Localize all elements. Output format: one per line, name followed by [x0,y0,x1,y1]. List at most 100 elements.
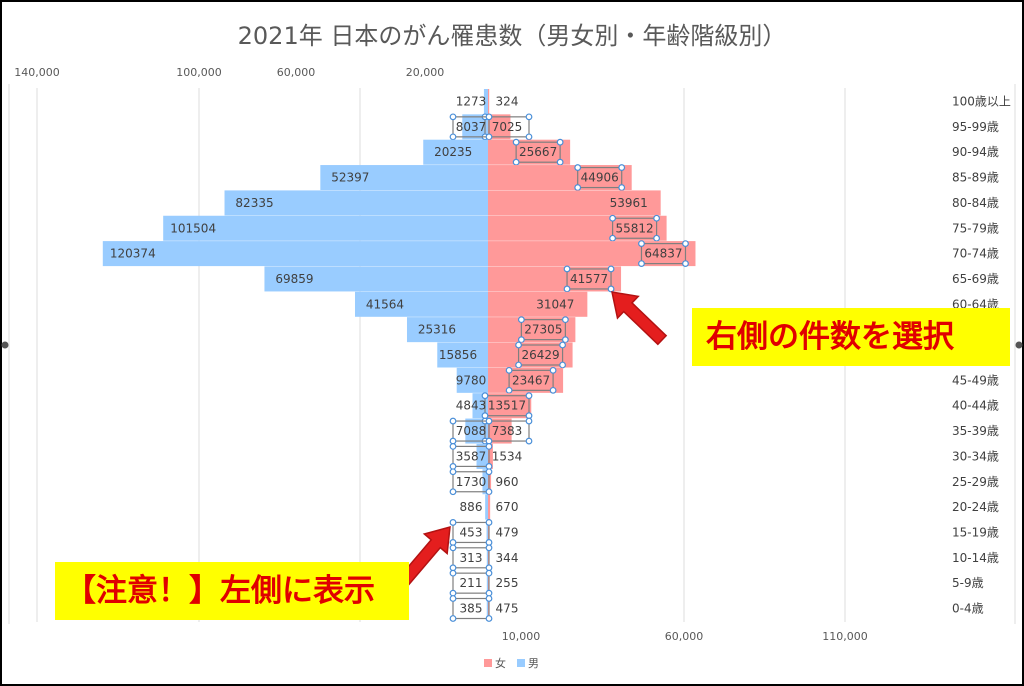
label-selection-handle[interactable] [517,336,525,344]
label-selection-handle[interactable] [485,595,493,602]
label-selection-handle[interactable] [682,240,689,248]
selected-label-box[interactable] [452,445,490,467]
male-bar[interactable] [485,494,488,520]
selected-label-box[interactable] [484,420,530,442]
male-bar[interactable] [476,443,488,469]
label-selection-handle[interactable] [481,392,489,400]
label-selection-handle[interactable] [559,361,566,369]
label-selection-handle[interactable] [485,468,493,476]
label-selection-handle[interactable] [609,214,616,222]
label-selection-handle[interactable] [505,386,513,394]
male-bar[interactable] [406,317,488,343]
female-bar[interactable] [488,418,512,444]
selected-label-box[interactable] [515,141,561,163]
label-selection-handle[interactable] [549,366,557,374]
female-bar[interactable] [488,317,576,343]
label-selection-handle[interactable] [449,468,457,476]
male-bar[interactable] [486,545,488,571]
label-selection-handle[interactable] [517,316,525,324]
male-bar[interactable] [483,89,488,114]
selected-label-box[interactable] [484,395,530,417]
female-bar[interactable] [488,266,622,292]
male-bar[interactable] [486,519,488,545]
label-selection-handle[interactable] [561,316,569,324]
female-bar[interactable] [488,89,490,114]
male-bar[interactable] [486,570,488,596]
label-selection-handle[interactable] [609,234,616,242]
label-selection-handle[interactable] [618,184,626,191]
label-selection-handle[interactable] [607,265,615,273]
male-bar[interactable] [163,215,488,241]
chart-resize-handle[interactable] [1015,341,1023,349]
label-selection-handle[interactable] [561,336,569,344]
label-selection-handle[interactable] [574,164,582,171]
label-selection-handle[interactable] [449,615,457,622]
female-bar[interactable] [488,393,532,419]
selected-label-box[interactable] [452,572,490,594]
label-selection-handle[interactable] [638,240,645,248]
label-selection-handle[interactable] [485,615,493,622]
male-bar[interactable] [456,367,488,393]
label-selection-handle[interactable] [563,265,571,273]
label-selection-handle[interactable] [485,569,493,577]
female-bar[interactable] [488,139,571,165]
label-selection-handle[interactable] [525,392,533,400]
male-bar[interactable] [320,165,488,191]
female-bar[interactable] [488,443,493,469]
selected-label-box[interactable] [452,547,490,569]
label-selection-handle[interactable] [485,133,493,141]
label-selection-handle[interactable] [525,417,533,425]
label-selection-handle[interactable] [653,214,660,222]
male-bar[interactable] [423,139,488,165]
label-selection-handle[interactable] [449,595,457,602]
female-bar[interactable] [488,114,511,140]
label-selection-handle[interactable] [618,164,626,171]
label-selection-handle[interactable] [563,285,571,293]
label-selection-handle[interactable] [559,341,566,349]
selected-label-box[interactable] [452,521,490,544]
female-bar[interactable] [488,215,667,241]
selected-label-box[interactable] [640,243,687,265]
label-selection-handle[interactable] [525,113,533,121]
label-selection-handle[interactable] [515,361,522,369]
label-selection-handle[interactable] [574,184,582,191]
label-selection-handle[interactable] [485,113,493,121]
label-selection-handle[interactable] [653,234,660,242]
selected-label-box[interactable] [452,116,490,138]
label-selection-handle[interactable] [682,260,689,268]
selected-label-box[interactable] [484,116,530,138]
male-bar[interactable] [465,418,488,444]
label-selection-handle[interactable] [485,519,493,526]
selected-label-box[interactable] [577,166,623,189]
label-selection-handle[interactable] [449,113,457,121]
male-bar[interactable] [437,342,488,368]
female-bar[interactable] [488,291,588,317]
selected-label-box[interactable] [452,597,490,620]
label-selection-handle[interactable] [449,133,457,141]
female-bar[interactable] [488,190,661,216]
label-selection-handle[interactable] [607,285,615,293]
chart-resize-handle[interactable] [1,341,9,349]
label-selection-handle[interactable] [449,569,457,577]
selected-label-box[interactable] [520,319,566,341]
label-selection-handle[interactable] [485,544,493,552]
label-selection-handle[interactable] [449,417,457,425]
label-selection-handle[interactable] [449,443,457,450]
label-selection-handle[interactable] [515,341,522,349]
label-selection-handle[interactable] [485,443,493,450]
selected-label-box[interactable] [452,420,490,442]
label-selection-handle[interactable] [556,158,564,166]
male-bar[interactable] [354,291,488,317]
male-bar[interactable] [482,469,488,495]
label-selection-handle[interactable] [485,488,493,496]
male-bar[interactable] [224,190,488,216]
label-selection-handle[interactable] [549,386,557,394]
female-bar[interactable] [488,494,491,520]
label-selection-handle[interactable] [525,437,533,445]
label-selection-handle[interactable] [449,544,457,552]
female-bar[interactable] [488,165,632,191]
label-selection-handle[interactable] [638,260,645,268]
label-selection-handle[interactable] [505,366,513,374]
male-bar[interactable] [472,393,488,419]
